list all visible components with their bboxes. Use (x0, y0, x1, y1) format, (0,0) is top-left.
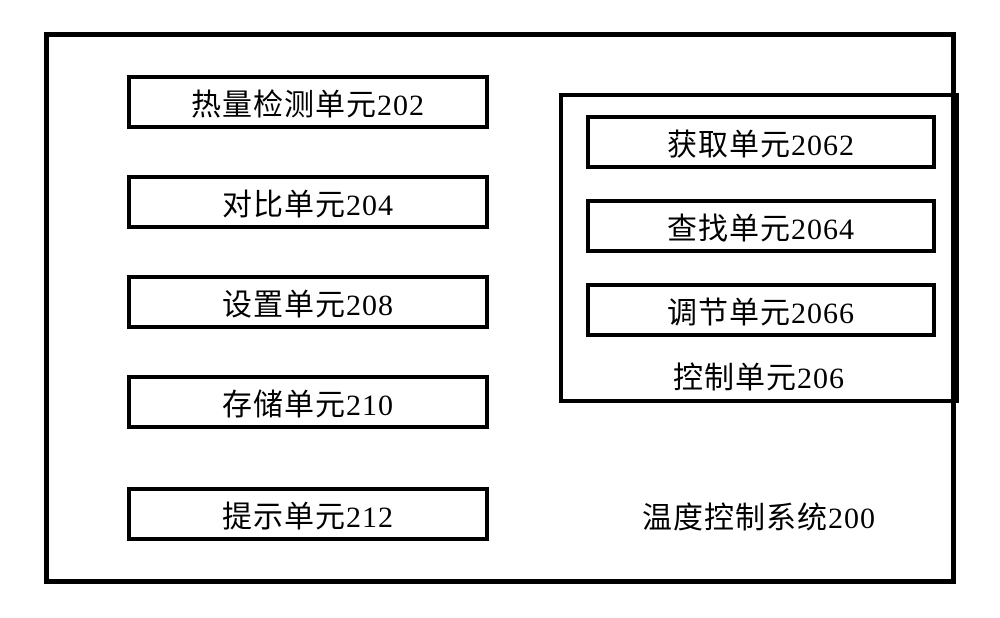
unit-label: 获取单元2062 (667, 120, 855, 164)
unit-acquire: 获取单元2062 (586, 115, 936, 169)
unit-label: 热量检测单元202 (191, 80, 425, 124)
system-label: 温度控制系统200 (609, 493, 909, 537)
unit-lookup: 查找单元2064 (586, 199, 936, 253)
unit-storage: 存储单元210 (127, 375, 489, 429)
unit-prompt: 提示单元212 (127, 487, 489, 541)
unit-label: 调节单元2066 (667, 288, 855, 332)
unit-compare: 对比单元204 (127, 175, 489, 229)
control-unit-group: 获取单元2062 查找单元2064 调节单元2066 控制单元206 (559, 93, 959, 403)
control-unit-label: 控制单元206 (563, 353, 955, 397)
unit-label: 查找单元2064 (667, 204, 855, 248)
unit-label: 设置单元208 (222, 280, 394, 324)
unit-settings: 设置单元208 (127, 275, 489, 329)
unit-heat-detection: 热量检测单元202 (127, 75, 489, 129)
unit-label: 存储单元210 (222, 380, 394, 424)
unit-label: 提示单元212 (222, 492, 394, 536)
diagram-canvas: 热量检测单元202 对比单元204 设置单元208 存储单元210 提示单元21… (0, 0, 1000, 618)
unit-adjust: 调节单元2066 (586, 283, 936, 337)
system-outer-box: 热量检测单元202 对比单元204 设置单元208 存储单元210 提示单元21… (44, 32, 956, 584)
unit-label: 对比单元204 (222, 180, 394, 224)
